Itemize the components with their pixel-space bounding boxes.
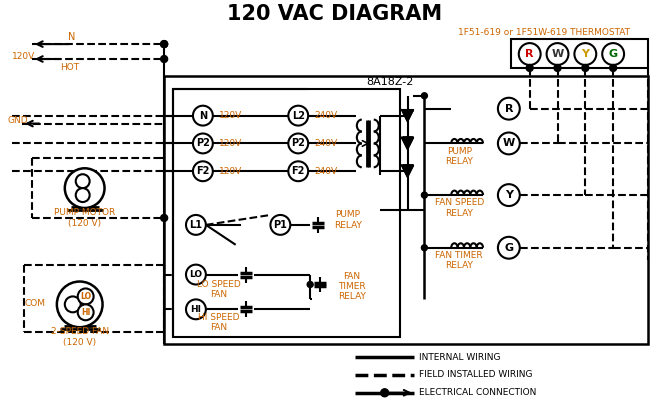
Circle shape (65, 296, 80, 312)
Circle shape (78, 288, 94, 304)
Circle shape (421, 93, 427, 99)
Text: 240V: 240V (314, 167, 338, 176)
Bar (173, 89, 399, 337)
Text: G: G (505, 243, 513, 253)
Text: 120 VAC DIAGRAM: 120 VAC DIAGRAM (227, 4, 443, 24)
Text: W: W (551, 49, 563, 59)
Text: 120V: 120V (219, 167, 243, 176)
Polygon shape (401, 110, 413, 122)
Bar (164, 76, 648, 344)
Text: Y: Y (505, 190, 513, 200)
Circle shape (288, 134, 308, 153)
Text: 8A18Z-2: 8A18Z-2 (366, 77, 413, 87)
Text: FAN TIMER
RELAY: FAN TIMER RELAY (436, 251, 483, 270)
Circle shape (161, 215, 168, 221)
Circle shape (421, 192, 427, 198)
Text: HI SPEED
FAN: HI SPEED FAN (198, 313, 240, 332)
Text: G: G (608, 49, 618, 59)
Text: R: R (525, 49, 534, 59)
Text: 2-SPEED FAN
(120 V): 2-SPEED FAN (120 V) (51, 327, 109, 347)
Text: 1F51-619 or 1F51W-619 THERMOSTAT: 1F51-619 or 1F51W-619 THERMOSTAT (458, 28, 630, 37)
Text: FIELD INSTALLED WIRING: FIELD INSTALLED WIRING (419, 370, 533, 379)
Circle shape (307, 282, 313, 287)
Circle shape (193, 134, 213, 153)
Circle shape (602, 43, 624, 65)
Polygon shape (401, 165, 413, 177)
Circle shape (161, 41, 168, 48)
Circle shape (498, 132, 520, 154)
Text: HI: HI (190, 305, 202, 314)
Text: FAN
TIMER
RELAY: FAN TIMER RELAY (338, 272, 366, 301)
Circle shape (193, 106, 213, 126)
Text: INTERNAL WIRING: INTERNAL WIRING (419, 352, 501, 362)
Circle shape (186, 215, 206, 235)
Text: N: N (68, 32, 76, 42)
Text: FAN SPEED
RELAY: FAN SPEED RELAY (435, 198, 484, 218)
Circle shape (57, 282, 103, 327)
Text: L2: L2 (291, 111, 305, 121)
Text: HI: HI (81, 308, 90, 317)
Text: W: W (502, 138, 515, 148)
Text: COM: COM (24, 299, 45, 308)
Circle shape (271, 215, 290, 235)
Circle shape (65, 168, 105, 208)
Text: PUMP MOTOR
(120 V): PUMP MOTOR (120 V) (54, 208, 115, 228)
Text: F2: F2 (291, 166, 305, 176)
Circle shape (498, 184, 520, 206)
Text: P1: P1 (273, 220, 287, 230)
Text: PUMP
RELAY: PUMP RELAY (446, 147, 473, 166)
Circle shape (78, 304, 94, 320)
Circle shape (288, 106, 308, 126)
Text: GND: GND (7, 116, 28, 125)
Text: P2: P2 (291, 138, 305, 148)
Text: F2: F2 (196, 166, 210, 176)
Circle shape (193, 161, 213, 181)
Text: Y: Y (582, 49, 590, 59)
Circle shape (421, 245, 427, 251)
Circle shape (498, 98, 520, 119)
Bar (511, 39, 648, 68)
Circle shape (526, 65, 533, 71)
Circle shape (574, 43, 596, 65)
Circle shape (186, 300, 206, 319)
Text: LO: LO (80, 292, 91, 301)
Circle shape (161, 56, 168, 62)
Text: P2: P2 (196, 138, 210, 148)
Circle shape (610, 65, 616, 71)
Text: LO SPEED
FAN: LO SPEED FAN (197, 280, 241, 299)
Text: 120V: 120V (219, 139, 243, 148)
Circle shape (547, 43, 568, 65)
Text: LO: LO (190, 270, 202, 279)
Text: 120V: 120V (12, 52, 36, 60)
Circle shape (76, 188, 90, 202)
Polygon shape (401, 137, 413, 150)
Text: L1: L1 (190, 220, 202, 230)
Text: 120V: 120V (219, 111, 243, 120)
Circle shape (582, 65, 589, 71)
Text: R: R (505, 103, 513, 114)
Text: PUMP
RELAY: PUMP RELAY (334, 210, 362, 230)
Text: ELECTRICAL CONNECTION: ELECTRICAL CONNECTION (419, 388, 537, 397)
Circle shape (161, 41, 168, 48)
Circle shape (381, 389, 389, 397)
Circle shape (76, 174, 90, 188)
Text: N: N (199, 111, 207, 121)
Circle shape (186, 265, 206, 285)
Circle shape (498, 237, 520, 259)
Text: 240V: 240V (314, 139, 338, 148)
Circle shape (519, 43, 541, 65)
Circle shape (554, 65, 561, 71)
Text: 240V: 240V (314, 111, 338, 120)
Circle shape (288, 161, 308, 181)
Text: HOT: HOT (60, 63, 79, 72)
